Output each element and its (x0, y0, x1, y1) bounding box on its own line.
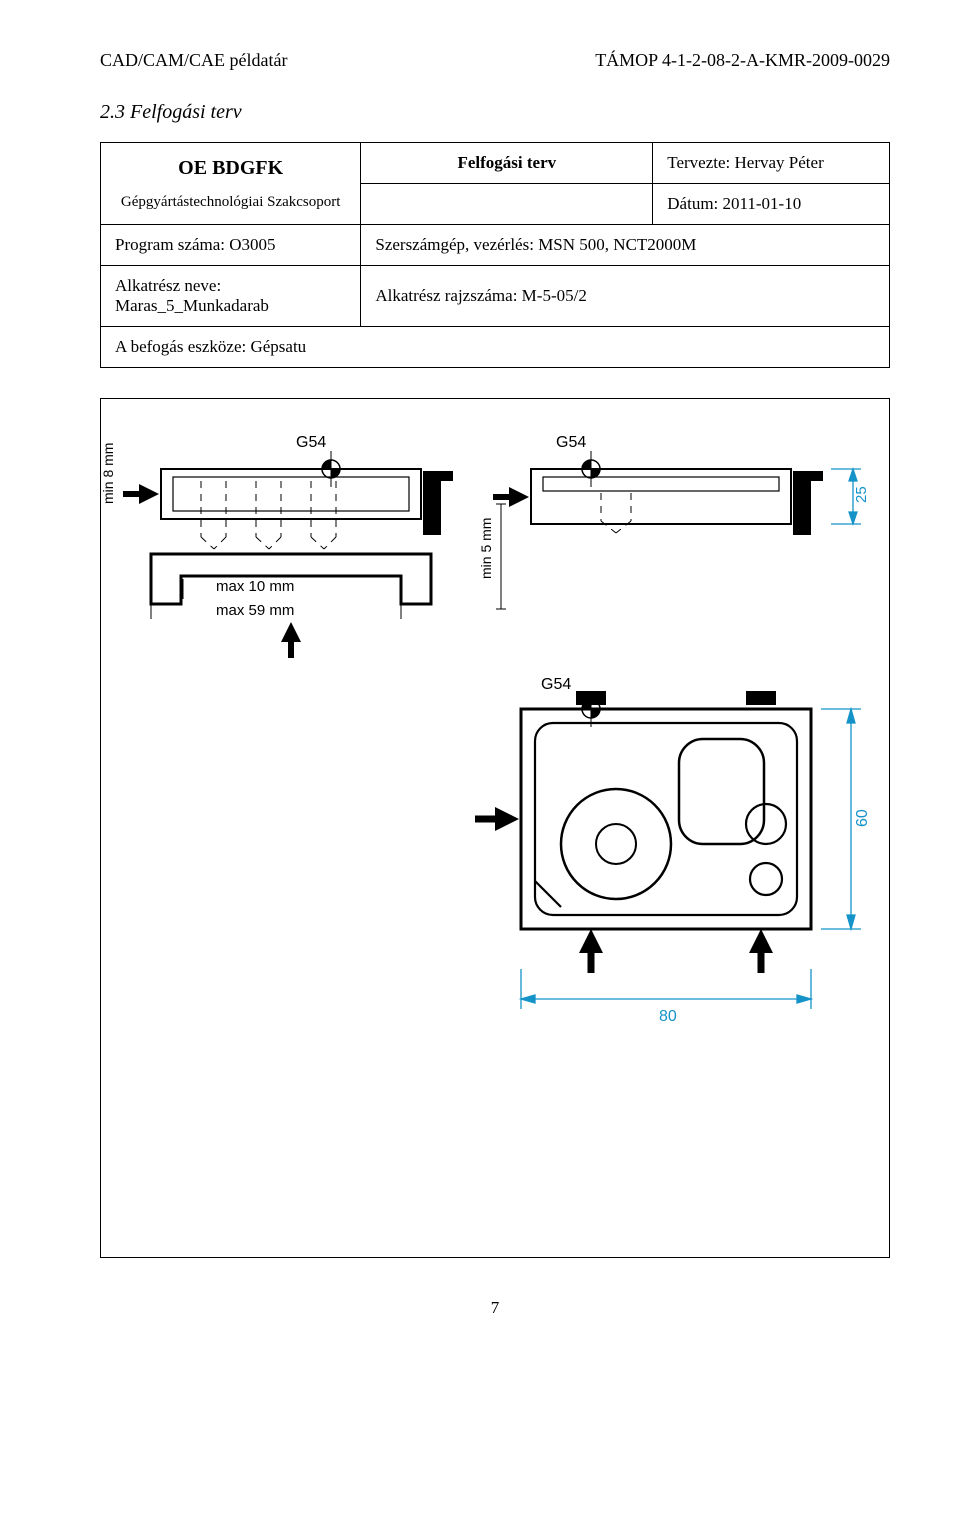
designer: Tervezte: Hervay Péter (653, 143, 890, 184)
svg-text:min 8 mm: min 8 mm (101, 443, 116, 504)
fixture: A befogás eszköze: Gépsatu (101, 327, 890, 368)
doc-title: Felfogási terv (361, 143, 653, 184)
max59: max 59 mm (216, 602, 294, 619)
suborg: Gépgyártástechnológiai Szakcsoport (115, 194, 346, 211)
drawing-svg: G54 (101, 399, 889, 1257)
page-number: 7 (100, 1298, 890, 1318)
svg-text:80: 80 (659, 1008, 677, 1025)
svg-text:min 5 mm: min 5 mm (478, 518, 494, 579)
technical-drawing: G54 (100, 398, 890, 1258)
g54-tl: G54 (296, 434, 326, 451)
section-title: 2.3 Felfogási terv (100, 101, 890, 124)
g54-bottom: G54 (541, 676, 571, 693)
part-name: Alkatrész neve: Maras_5_Munkadarab (101, 266, 361, 327)
drawing-number: Alkatrész rajzszáma: M-5-05/2 (361, 266, 890, 327)
header-left: CAD/CAM/CAE példatár (100, 50, 287, 71)
org: OE BDGFK (115, 157, 346, 180)
program: Program száma: O3005 (101, 225, 361, 266)
svg-text:25: 25 (853, 486, 870, 503)
date: Dátum: 2011-01-10 (653, 184, 890, 225)
svg-text:60: 60 (854, 809, 871, 827)
g54-tr: G54 (556, 434, 586, 451)
max10: max 10 mm (216, 578, 294, 595)
info-table: OE BDGFK Gépgyártástechnológiai Szakcsop… (100, 142, 890, 368)
machine: Szerszámgép, vezérlés: MSN 500, NCT2000M (361, 225, 890, 266)
header-right: TÁMOP 4-1-2-08-2-A-KMR-2009-0029 (595, 50, 890, 71)
